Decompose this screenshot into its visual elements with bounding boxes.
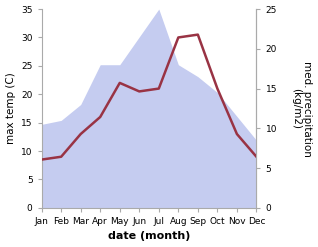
Y-axis label: max temp (C): max temp (C) — [5, 73, 16, 144]
X-axis label: date (month): date (month) — [108, 231, 190, 242]
Y-axis label: med. precipitation
(kg/m2): med. precipitation (kg/m2) — [291, 61, 313, 156]
